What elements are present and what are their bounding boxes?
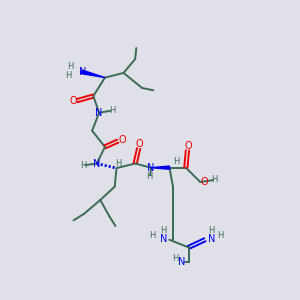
Text: O: O [118, 135, 126, 145]
Polygon shape [81, 70, 105, 78]
Text: O: O [136, 139, 144, 149]
Text: N: N [178, 257, 186, 267]
Text: H: H [115, 160, 122, 169]
Text: H: H [149, 231, 155, 240]
Text: N: N [160, 234, 167, 244]
Text: H: H [208, 226, 214, 236]
Text: H: H [173, 157, 179, 166]
Text: H: H [172, 254, 178, 263]
Text: N: N [93, 158, 100, 169]
Text: H: H [67, 61, 73, 70]
Text: H: H [160, 226, 167, 235]
Text: H: H [147, 172, 153, 182]
Polygon shape [151, 166, 170, 169]
Text: N: N [208, 234, 215, 244]
Text: N: N [95, 108, 103, 118]
Text: H: H [212, 175, 218, 184]
Text: H: H [80, 161, 86, 170]
Text: O: O [69, 96, 77, 106]
Text: H: H [109, 106, 115, 115]
Text: O: O [185, 141, 192, 151]
Text: N: N [79, 67, 86, 77]
Text: H: H [65, 71, 72, 80]
Text: O: O [201, 177, 208, 187]
Text: N: N [147, 163, 155, 173]
Text: H: H [218, 231, 224, 240]
